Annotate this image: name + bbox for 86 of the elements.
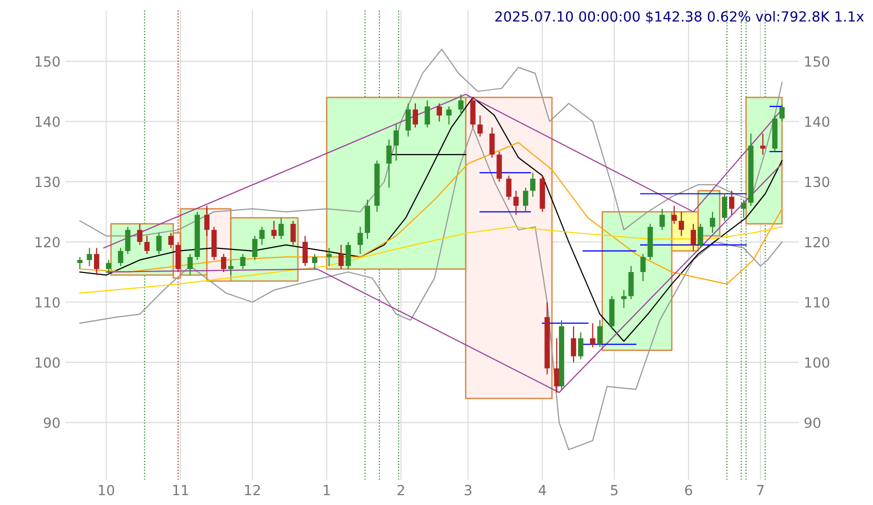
candlestick bbox=[118, 247, 124, 267]
candlestick bbox=[640, 253, 646, 282]
y-tick-label: 140 bbox=[36, 116, 60, 127]
candlestick bbox=[221, 253, 226, 273]
candlestick bbox=[660, 208, 665, 230]
candlestick bbox=[302, 235, 308, 267]
candlestick bbox=[106, 259, 112, 276]
candlestick bbox=[489, 126, 495, 158]
x-tick-label: 5 bbox=[610, 485, 618, 496]
candlestick bbox=[760, 132, 766, 156]
candlestick bbox=[530, 172, 536, 198]
candlestick bbox=[144, 235, 150, 255]
y2-tick-label: 130 bbox=[805, 176, 830, 188]
candlestick bbox=[458, 94, 464, 116]
y-tick-label: 110 bbox=[36, 297, 60, 308]
candlestick bbox=[252, 235, 258, 261]
candlestick bbox=[412, 102, 418, 128]
candlestick bbox=[570, 326, 576, 363]
candlestick bbox=[168, 232, 174, 248]
candlestick bbox=[578, 332, 584, 360]
candlestick bbox=[278, 217, 284, 240]
candlestick bbox=[86, 247, 92, 267]
candlestick bbox=[125, 226, 130, 255]
candlestick bbox=[137, 223, 142, 246]
candlestick bbox=[424, 100, 430, 128]
candlestick bbox=[346, 241, 351, 270]
candlestick bbox=[477, 114, 483, 138]
candlestick bbox=[326, 247, 332, 267]
x-tick-label: 2 bbox=[398, 484, 404, 496]
x-tick-label: 4 bbox=[538, 485, 546, 496]
candlestick bbox=[271, 220, 277, 240]
y2-tick-label: 120 bbox=[805, 236, 830, 248]
y-tick-label: 100 bbox=[36, 357, 60, 368]
line-series bbox=[79, 226, 783, 294]
candlestick bbox=[358, 226, 363, 255]
candlestick bbox=[513, 190, 519, 216]
candlestick bbox=[77, 256, 82, 270]
chart-title: 2025.07.10 00:00:00 $142.38 0.62% vol:792.8K 1.1x bbox=[495, 10, 864, 24]
y-tick-label: 90 bbox=[44, 418, 60, 428]
x-tick-label: 1 bbox=[324, 485, 330, 496]
candlestick bbox=[156, 232, 162, 255]
candlestick bbox=[590, 322, 596, 348]
x-tick-label: 10 bbox=[98, 484, 114, 496]
y2-tick-label: 110 bbox=[805, 297, 830, 308]
candlestick bbox=[386, 139, 392, 188]
candlestick bbox=[710, 211, 716, 234]
line-series bbox=[79, 96, 783, 342]
candlestick bbox=[394, 124, 399, 162]
y2-tick-label: 100 bbox=[805, 357, 830, 368]
candlestick bbox=[729, 190, 734, 216]
x-tick-label: 3 bbox=[464, 484, 472, 496]
candlestick bbox=[406, 102, 411, 138]
candlestick bbox=[678, 211, 684, 236]
candlestick bbox=[436, 102, 442, 122]
candlestick bbox=[621, 290, 626, 309]
candlestick bbox=[506, 175, 512, 200]
y-tick-label: 130 bbox=[36, 176, 60, 188]
candlestick bbox=[690, 223, 696, 252]
candlestick bbox=[290, 220, 296, 246]
y-tick-label: 120 bbox=[36, 236, 60, 248]
y2-tick-label: 140 bbox=[805, 116, 830, 127]
candlestick bbox=[204, 205, 210, 236]
y2-tick-label: 150 bbox=[805, 56, 830, 67]
y-tick-label: 150 bbox=[36, 56, 60, 67]
x-tick-label: 7 bbox=[757, 485, 764, 496]
candlestick bbox=[94, 247, 100, 276]
candlestick bbox=[779, 104, 785, 122]
x-tick-label: 6 bbox=[685, 484, 692, 496]
candlestick bbox=[187, 253, 193, 276]
candlestick bbox=[446, 106, 452, 126]
line-series bbox=[79, 126, 783, 450]
candlestick bbox=[240, 253, 246, 270]
line-series bbox=[106, 163, 783, 393]
line-series bbox=[79, 142, 783, 285]
candlestick bbox=[338, 244, 344, 270]
candlestick bbox=[259, 226, 265, 246]
x-tick-label: 12 bbox=[245, 484, 260, 496]
candlestick bbox=[228, 259, 234, 276]
candlestick bbox=[522, 187, 528, 212]
candlestick bbox=[554, 338, 560, 393]
candlestick bbox=[698, 223, 704, 248]
x-tick-label: 11 bbox=[173, 485, 188, 496]
y2-tick-label: 90 bbox=[804, 418, 820, 428]
candlestick bbox=[312, 253, 318, 270]
candlestick bbox=[672, 205, 677, 224]
candlestick bbox=[597, 320, 603, 348]
